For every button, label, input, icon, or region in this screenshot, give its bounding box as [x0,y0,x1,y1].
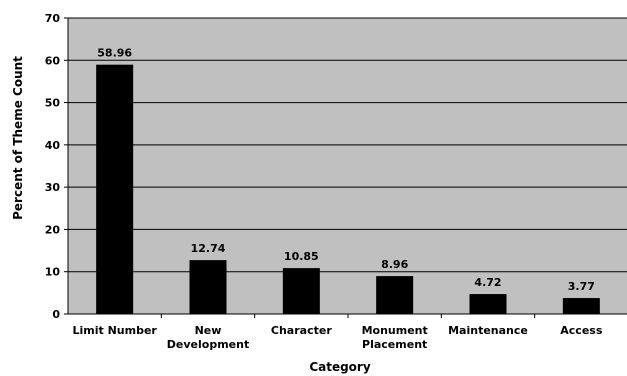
y-tick-label: 70 [45,12,61,25]
data-label: 8.96 [381,258,408,271]
x-tick-label: Access [560,324,603,337]
bar [282,268,320,314]
x-tick-label: New [195,324,222,337]
y-tick-label: 10 [45,266,61,279]
y-tick-label: 40 [45,139,61,152]
bar [96,64,134,314]
x-tick-label: Monument [362,324,428,337]
y-tick-label: 60 [45,54,61,67]
data-label: 4.72 [474,276,501,289]
y-tick-label: 0 [52,308,60,321]
data-label: 3.77 [568,280,595,293]
x-tick-label: Limit Number [72,324,157,337]
bar [189,260,227,314]
plot-area [68,18,627,314]
y-axis-ticks: 0 10 20 30 40 50 60 70 [45,12,68,321]
x-tick-label: Placement [362,338,427,351]
y-tick-label: 50 [45,97,61,110]
bar [562,298,600,314]
gridlines [68,17,627,273]
data-label: 12.74 [191,242,226,255]
y-tick-label: 30 [45,181,61,194]
bar-series [96,64,600,314]
data-labels: 58.96 12.74 10.85 8.96 4.72 3.77 [97,47,595,293]
y-axis-title: Percent of Theme Count [11,56,25,220]
x-tick-label: Maintenance [448,324,528,337]
data-label: 10.85 [284,250,319,263]
bar [376,276,414,314]
x-axis-title: Category [309,360,371,374]
x-tick-label: Development [167,338,249,351]
bar [469,294,507,314]
x-tick-label: Character [271,324,332,337]
data-label: 58.96 [97,47,132,60]
y-tick-label: 20 [45,223,61,236]
